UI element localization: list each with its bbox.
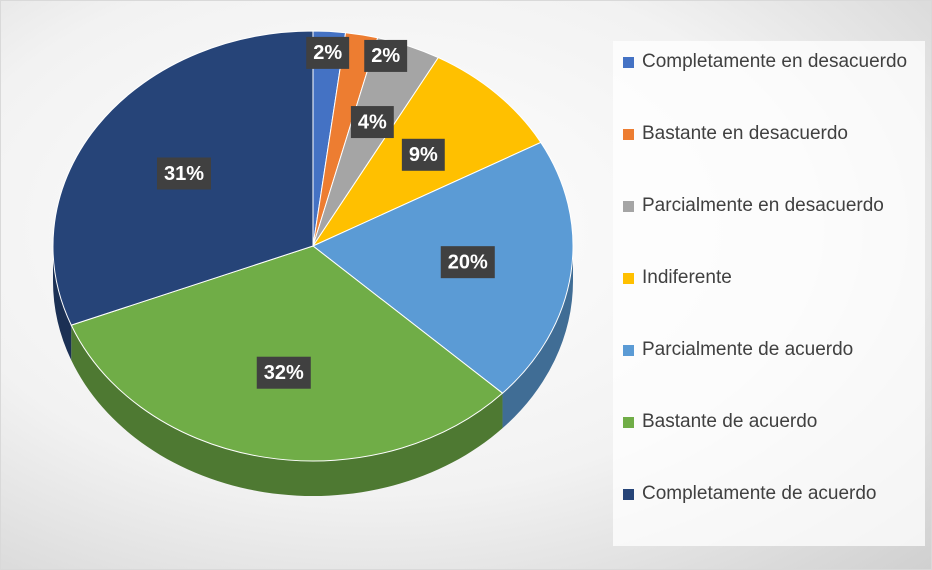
legend-item: Indiferente [623,265,917,337]
data-label-text: 2% [313,42,342,64]
legend-swatch [623,417,634,428]
data-label-box [364,39,408,72]
legend-swatch [623,345,634,356]
data-label-box [256,356,311,389]
data-label-text: 20% [448,251,488,273]
legend-swatch [623,489,634,500]
legend-label: Indiferente [642,267,732,288]
legend-label: Completamente de acuerdo [642,483,877,504]
data-label: 31% [156,157,211,190]
data-label-box [440,246,495,279]
legend-item: Completamente de acuerdo [623,481,917,553]
legend-item: Parcialmente en desacuerdo [623,193,917,265]
legend-item: Bastante en desacuerdo [623,121,917,193]
data-label: 9% [401,138,445,171]
pie-side [502,246,573,429]
data-label-box [350,106,394,139]
data-label-box [306,36,350,69]
legend-swatch [623,273,634,284]
legend-label: Bastante en desacuerdo [642,123,848,144]
legend-swatch [623,201,634,212]
legend-item: Parcialmente de acuerdo [623,337,917,409]
data-label-box [401,138,445,171]
data-label: 2% [306,36,350,69]
legend-label: Parcialmente en desacuerdo [642,195,884,216]
data-label-text: 4% [358,111,387,133]
data-label: 2% [364,39,408,72]
pie-slice [70,245,504,462]
data-label: 20% [440,246,495,279]
data-label-text: 9% [409,144,438,166]
pie-side [71,325,503,496]
data-label: 4% [350,106,394,139]
legend: Completamente en desacuerdo Bastante en d… [613,41,925,546]
data-label-text: 31% [164,163,204,185]
data-label-text: 2% [371,45,400,67]
legend-item: Bastante de acuerdo [623,409,917,481]
legend-swatch [623,57,634,68]
legend-swatch [623,129,634,140]
legend-label: Bastante de acuerdo [642,411,818,432]
legend-label: Completamente en desacuerdo [642,51,908,72]
legend-label: Parcialmente de acuerdo [642,339,854,360]
data-label: 32% [256,356,311,389]
legend-item: Completamente en desacuerdo [623,49,917,121]
data-label-text: 32% [264,362,304,384]
data-label-box [156,157,211,190]
